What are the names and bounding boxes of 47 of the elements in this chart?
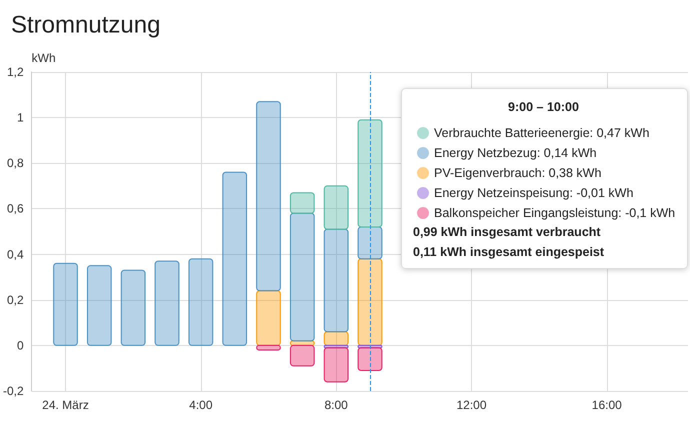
bar [120, 270, 146, 346]
annotation: 9:00 – 10:00 [507, 99, 580, 115]
x-tick-label: 8:00 [324, 398, 348, 412]
x-tick-label: 16:00 [592, 398, 622, 412]
x-tick-label: 24. März [42, 398, 89, 412]
bar [358, 258, 382, 346]
annotation: : 0,14 kWh [536, 146, 597, 160]
bar [358, 119, 382, 228]
x-tick-label: 12:00 [456, 398, 487, 412]
legend-label: Verbrauchte Batterieenergie [434, 126, 590, 140]
y-tick-label: 0,2 [6, 292, 24, 307]
y-tick-label: 1 [16, 110, 24, 125]
bar [324, 185, 349, 230]
bar [53, 262, 78, 346]
legend-label: Energy Netzeinspeisung [434, 186, 570, 200]
annotation: : 0,38 kWh [542, 166, 602, 180]
bar [256, 344, 281, 350]
chart-title: Stromnutzung [11, 12, 160, 38]
legend-label: PV-Eigenverbrauch [434, 166, 542, 180]
y-tick-label: 0,6 [6, 202, 24, 216]
bar [358, 347, 382, 371]
y-tick-label: 0,8 [6, 156, 24, 170]
annotation: : -0,01 kWh [570, 186, 634, 200]
bar [222, 172, 248, 346]
legend-label: Balkonspeicher Eingangsleistung [434, 206, 618, 220]
y-tick-label: 0,4 [6, 247, 24, 262]
bar [290, 192, 315, 214]
y-tick-label: 0 [16, 338, 24, 352]
legend-label: Energy Netzbezug [434, 146, 537, 160]
bar [290, 212, 315, 342]
annotation: : 0,47 kWh [590, 126, 650, 140]
bar [154, 260, 180, 346]
y-tick-label: -0,2 [2, 384, 24, 398]
bar [86, 265, 112, 346]
bar [324, 347, 349, 382]
y-tick-label: 1,2 [6, 65, 24, 79]
annotation: : -0,1 kWh [618, 206, 676, 220]
y-axis-title: kWh [32, 51, 56, 65]
annotation: 0,99 kWh insgesamt verbraucht [413, 224, 602, 240]
bar [188, 258, 214, 346]
bar [358, 226, 382, 260]
bar [256, 101, 281, 292]
annotation: 0,11 kWh insgesamt eingespeist [413, 244, 606, 260]
bar [290, 344, 315, 366]
bar [256, 290, 281, 346]
x-tick-label: 4:00 [189, 398, 213, 412]
bar [324, 228, 349, 332]
